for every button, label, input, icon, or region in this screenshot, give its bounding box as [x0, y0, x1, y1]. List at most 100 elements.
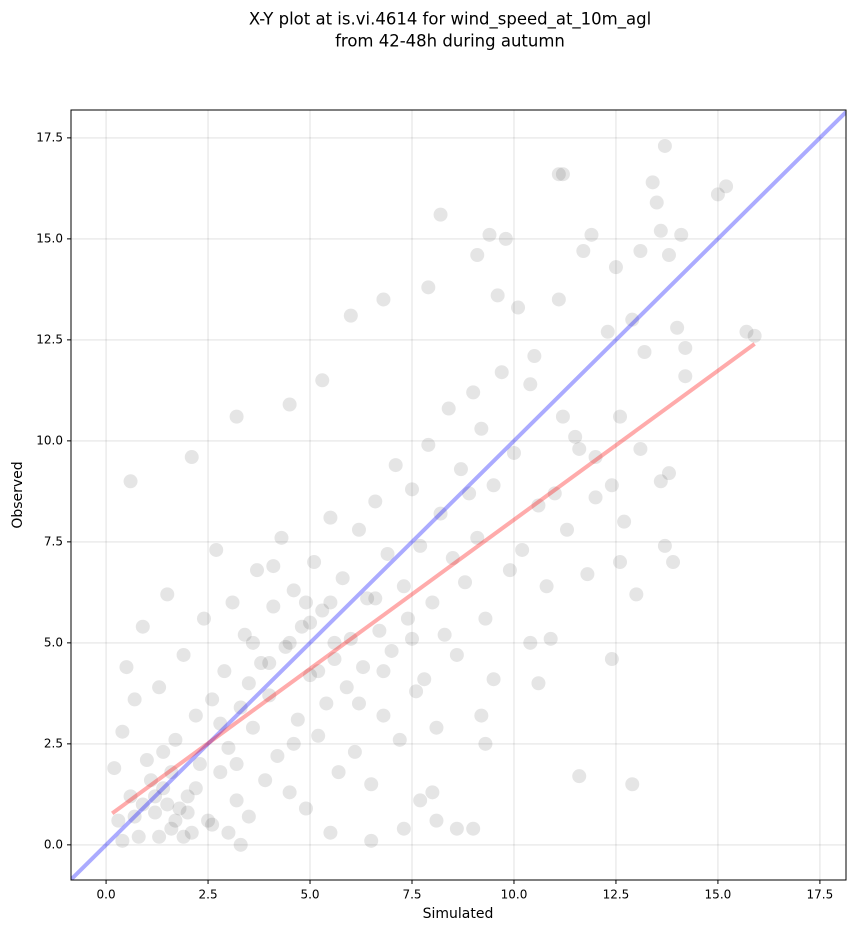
scatter-point	[747, 328, 762, 343]
scatter-point	[176, 647, 191, 662]
scatter-point	[160, 797, 175, 812]
scatter-point	[555, 409, 570, 424]
scatter-point	[323, 825, 338, 840]
scatter-point	[478, 611, 493, 626]
scatter-point	[323, 595, 338, 610]
scatter-point	[111, 813, 126, 828]
scatter-point	[343, 631, 358, 646]
scatter-point	[588, 490, 603, 505]
scatter-point	[368, 591, 383, 606]
scatter-point	[392, 732, 407, 747]
scatter-point	[266, 599, 281, 614]
scatter-point	[486, 478, 501, 493]
scatter-point	[478, 736, 493, 751]
scatter-point	[421, 280, 436, 295]
scatter-point	[600, 324, 615, 339]
scatter-point	[625, 777, 640, 792]
scatter-point	[405, 631, 419, 646]
x-tick-label: 10.0	[501, 888, 528, 902]
scatter-point	[347, 744, 362, 759]
scatter-point	[278, 639, 293, 654]
scatter-point	[637, 344, 652, 359]
scatter-point	[360, 591, 375, 606]
scatter-point	[539, 579, 554, 594]
scatter-point	[613, 409, 628, 424]
scatter-point	[396, 579, 411, 594]
scatter-point	[156, 781, 171, 796]
scatter-point	[303, 668, 318, 683]
scatter-point	[123, 789, 138, 804]
scatter-point	[466, 821, 481, 836]
scatter-point	[156, 744, 171, 759]
scatter-point	[351, 696, 366, 711]
scatter-point	[670, 320, 685, 335]
scatter-point	[604, 478, 619, 493]
scatter-point	[425, 785, 440, 800]
scatter-point	[413, 793, 428, 808]
scatter-point	[604, 652, 619, 667]
scatter-point	[221, 825, 236, 840]
scatter-point	[221, 740, 236, 755]
scatter-point	[184, 825, 199, 840]
scatter-point	[576, 243, 591, 258]
scatter-point	[241, 676, 256, 691]
scatter-point	[119, 660, 134, 675]
scatter-point	[502, 563, 517, 578]
scatter-point	[633, 441, 648, 456]
scatter-point	[282, 635, 297, 650]
scatter-point	[661, 248, 676, 263]
scatter-point	[490, 288, 505, 303]
scatter-point	[148, 789, 163, 804]
y-tick-label: 2.5	[44, 736, 63, 750]
scatter-point	[196, 611, 211, 626]
scatter-point	[339, 680, 354, 695]
x-tick-label: 12.5	[603, 888, 630, 902]
scatter-point	[551, 292, 566, 307]
scatter-point	[213, 716, 228, 731]
scatter-point	[568, 429, 583, 444]
scatter-point	[376, 664, 391, 679]
plot-area	[71, 110, 846, 880]
scatter-point	[262, 656, 277, 671]
scatter-point	[429, 720, 444, 735]
scatter-point	[262, 688, 277, 703]
scatter-point	[470, 530, 485, 545]
y-tick-label: 0.0	[44, 837, 63, 851]
scatter-point	[188, 708, 203, 723]
scatter-point	[629, 587, 644, 602]
scatter-point	[290, 712, 305, 727]
scatter-point	[441, 401, 456, 416]
scatter-point	[115, 724, 130, 739]
scatter-point	[335, 571, 350, 586]
scatter-point	[323, 510, 338, 525]
scatter-point	[543, 631, 558, 646]
scatter-point	[258, 773, 273, 788]
scatter-point	[127, 692, 142, 707]
scatter-point	[445, 551, 460, 566]
x-tick-label: 17.5	[807, 888, 834, 902]
scatter-point	[311, 664, 326, 679]
y-tick-label: 10.0	[36, 433, 63, 447]
scatter-point	[131, 829, 146, 844]
scatter-point	[343, 308, 358, 323]
scatter-point	[311, 728, 326, 743]
y-tick-label: 12.5	[36, 332, 63, 346]
scatter-point	[209, 542, 224, 557]
scatter-point	[678, 340, 693, 355]
scatter-point	[396, 821, 411, 836]
scatter-point	[613, 555, 628, 570]
scatter-point	[453, 462, 468, 477]
scatter-point	[551, 167, 566, 182]
scatter-point	[449, 821, 464, 836]
scatter-point	[356, 660, 371, 675]
scatter-point	[192, 757, 207, 772]
scatter-point	[229, 757, 244, 772]
chart-title-line: X-Y plot at is.vi.4614 for wind_speed_at…	[249, 10, 651, 30]
scatter-point	[633, 243, 648, 258]
scatter-point	[384, 643, 399, 658]
scatter-point	[180, 805, 195, 820]
scatter-point	[380, 546, 395, 561]
x-tick-label: 7.5	[402, 888, 421, 902]
scatter-point	[617, 514, 632, 529]
scatter-point	[250, 563, 264, 578]
